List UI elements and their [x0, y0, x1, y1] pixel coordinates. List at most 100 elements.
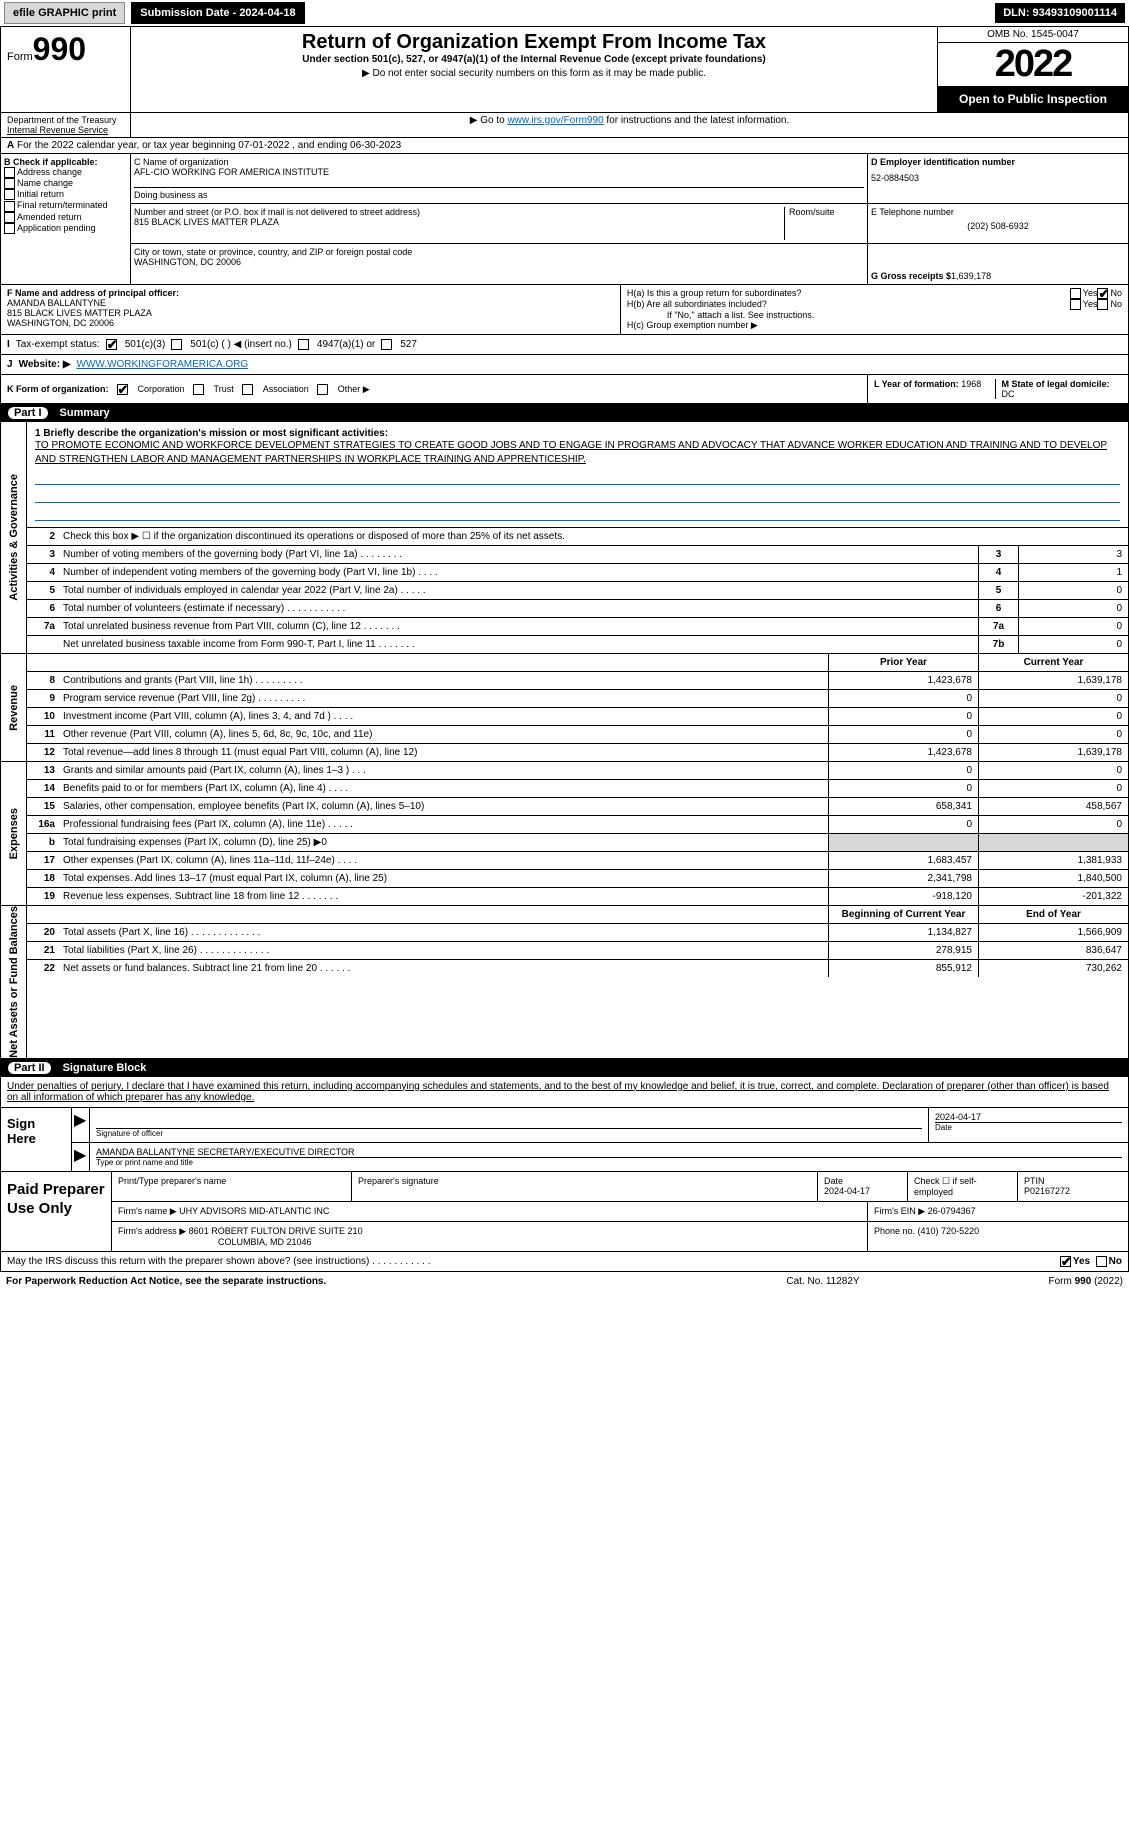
website-link[interactable]: WWW.WORKINGFORAMERICA.ORG — [77, 359, 249, 370]
cb-other[interactable] — [317, 384, 328, 395]
ein-value: 52-0884503 — [871, 173, 1125, 183]
goto-link-row: ▶ Go to www.irs.gov/Form990 for instruct… — [131, 113, 1128, 137]
line-5: 5Total number of individuals employed in… — [27, 582, 1128, 600]
tax-year: 2022 — [938, 43, 1128, 86]
vtab-revenue: Revenue — [1, 654, 27, 761]
line-17: 17Other expenses (Part IX, column (A), l… — [27, 852, 1128, 870]
ein-cell: D Employer identification number 52-0884… — [868, 154, 1128, 204]
ptin-hdr: PTINP02167272 — [1018, 1172, 1128, 1201]
officer-name: AMANDA BALLANTYNE — [7, 298, 614, 308]
sig-date-value: 2024-04-17 — [935, 1112, 1122, 1122]
firm-ein: 26-0794367 — [928, 1206, 976, 1216]
tel-cell: E Telephone number (202) 508-6932 — [868, 204, 1128, 244]
mission-label: 1 Briefly describe the organization's mi… — [35, 428, 388, 439]
footer-row: For Paperwork Reduction Act Notice, see … — [0, 1272, 1129, 1291]
col-b: B Check if applicable: Address change Na… — [1, 154, 131, 284]
line-18: 18Total expenses. Add lines 13–17 (must … — [27, 870, 1128, 888]
cb-527[interactable] — [381, 339, 392, 350]
efile-badge: efile GRAPHIC print — [4, 2, 125, 24]
paid-header-row: Print/Type preparer's name Preparer's si… — [112, 1172, 1128, 1202]
cb-501c[interactable] — [171, 339, 182, 350]
line-15: 15Salaries, other compensation, employee… — [27, 798, 1128, 816]
form-title: Return of Organization Exempt From Incom… — [137, 31, 931, 54]
row-i: I Tax-exempt status: 501(c)(3) 501(c) ( … — [0, 335, 1129, 355]
f-label: F Name and address of principal officer: — [7, 288, 179, 298]
firm-addr1: 8601 ROBERT FULTON DRIVE SUITE 210 — [189, 1226, 363, 1236]
line-7a: 7aTotal unrelated business revenue from … — [27, 618, 1128, 636]
cb-trust[interactable] — [193, 384, 204, 395]
ein-label: D Employer identification number — [871, 157, 1125, 167]
firm-addr-row: Firm's address ▶ 8601 ROBERT FULTON DRIV… — [112, 1222, 1128, 1251]
ha-yes[interactable] — [1070, 288, 1081, 299]
dln-badge: DLN: 93493109001114 — [995, 3, 1125, 23]
part1-num: Part I — [8, 407, 48, 419]
section-a-label: A — [7, 140, 14, 151]
submission-date-badge: Submission Date - 2024-04-18 — [131, 2, 304, 24]
cb-501c3[interactable] — [106, 339, 117, 350]
city-label: City or town, state or province, country… — [134, 247, 864, 257]
boy-eoy-header: Beginning of Current YearEnd of Year — [27, 906, 1128, 924]
firm-name-row: Firm's name ▶ UHY ADVISORS MID-ATLANTIC … — [112, 1202, 1128, 1222]
cb-corp[interactable] — [117, 384, 128, 395]
footer-left: For Paperwork Reduction Act Notice, see … — [6, 1276, 723, 1287]
firm-name: UHY ADVISORS MID-ATLANTIC INC — [179, 1206, 329, 1216]
firm-name-cell: Firm's name ▶ UHY ADVISORS MID-ATLANTIC … — [112, 1202, 868, 1221]
org-name-cell: C Name of organization AFL-CIO WORKING F… — [131, 154, 868, 204]
cb-app-pending[interactable]: Application pending — [4, 223, 127, 234]
form-subtitle: Under section 501(c), 527, or 4947(a)(1)… — [137, 54, 931, 65]
hb-no[interactable] — [1097, 299, 1108, 310]
dba-label: Doing business as — [134, 187, 864, 200]
ha-label: H(a) Is this a group return for subordin… — [627, 288, 1070, 299]
row-lm: L Year of formation: 1968 M State of leg… — [868, 375, 1128, 403]
top-bar: efile GRAPHIC print Submission Date - 20… — [0, 0, 1129, 26]
hb-yes[interactable] — [1070, 299, 1081, 310]
officer-addr1: 815 BLACK LIVES MATTER PLAZA — [7, 308, 614, 318]
part2-num: Part II — [8, 1062, 51, 1074]
cb-amended[interactable]: Amended return — [4, 212, 127, 223]
irs-link[interactable]: www.irs.gov/Form990 — [507, 115, 603, 126]
part1-header: Part I Summary — [0, 404, 1129, 422]
city-cell: City or town, state or province, country… — [131, 244, 868, 284]
sign-here-label: Sign Here — [1, 1108, 71, 1171]
cb-address-change[interactable]: Address change — [4, 167, 127, 178]
part2-header: Part II Signature Block — [0, 1059, 1129, 1077]
addr-value: 815 BLACK LIVES MATTER PLAZA — [134, 217, 784, 227]
dept-label: Department of the Treasury — [7, 115, 124, 125]
footer-right: Form 990 (2022) — [923, 1276, 1123, 1287]
ssn-note: ▶ Do not enter social security numbers o… — [137, 68, 931, 79]
sig-date-cell: 2024-04-17 Date — [928, 1108, 1128, 1142]
org-name-label: C Name of organization — [134, 157, 864, 167]
vtab-governance: Activities & Governance — [1, 422, 27, 653]
cb-assoc[interactable] — [242, 384, 253, 395]
may-yes[interactable] — [1060, 1256, 1071, 1267]
line-9: 9Program service revenue (Part VIII, lin… — [27, 690, 1128, 708]
blank-line-2 — [35, 489, 1120, 503]
tel-label: E Telephone number — [871, 207, 1125, 217]
col-cd: C Name of organization AFL-CIO WORKING F… — [131, 154, 1128, 284]
cb-4947[interactable] — [298, 339, 309, 350]
state-domicile: DC — [1002, 389, 1015, 399]
cb-final-return[interactable]: Final return/terminated — [4, 200, 127, 211]
line-7b: Net unrelated business taxable income fr… — [27, 636, 1128, 653]
form-number-block: Form990 — [1, 27, 131, 112]
gross-cell: G Gross receipts $ 1,639,178 — [868, 244, 1128, 284]
cb-name-change[interactable]: Name change — [4, 178, 127, 189]
org-name: AFL-CIO WORKING FOR AMERICA INSTITUTE — [134, 167, 864, 177]
footer-mid: Cat. No. 11282Y — [723, 1276, 923, 1287]
may-text: May the IRS discuss this return with the… — [7, 1256, 1060, 1267]
prep-date-hdr: Date2024-04-17 — [818, 1172, 908, 1201]
line-4: 4Number of independent voting members of… — [27, 564, 1128, 582]
gross-value: 1,639,178 — [951, 271, 991, 281]
line-16a: 16aProfessional fundraising fees (Part I… — [27, 816, 1128, 834]
city-value: WASHINGTON, DC 20006 — [134, 257, 864, 267]
blank-line-1 — [35, 471, 1120, 485]
row-k: K Form of organization: Corporation Trus… — [1, 375, 868, 403]
m-label: M State of legal domicile: — [1002, 379, 1110, 389]
ha-no[interactable] — [1097, 288, 1108, 299]
firm-addr-cell: Firm's address ▶ 8601 ROBERT FULTON DRIV… — [112, 1222, 868, 1251]
py-cy-header: Prior YearCurrent Year — [27, 654, 1128, 672]
blank-line-3 — [35, 507, 1120, 521]
cb-initial-return[interactable]: Initial return — [4, 189, 127, 200]
may-no[interactable] — [1096, 1256, 1107, 1267]
line-10: 10Investment income (Part VIII, column (… — [27, 708, 1128, 726]
